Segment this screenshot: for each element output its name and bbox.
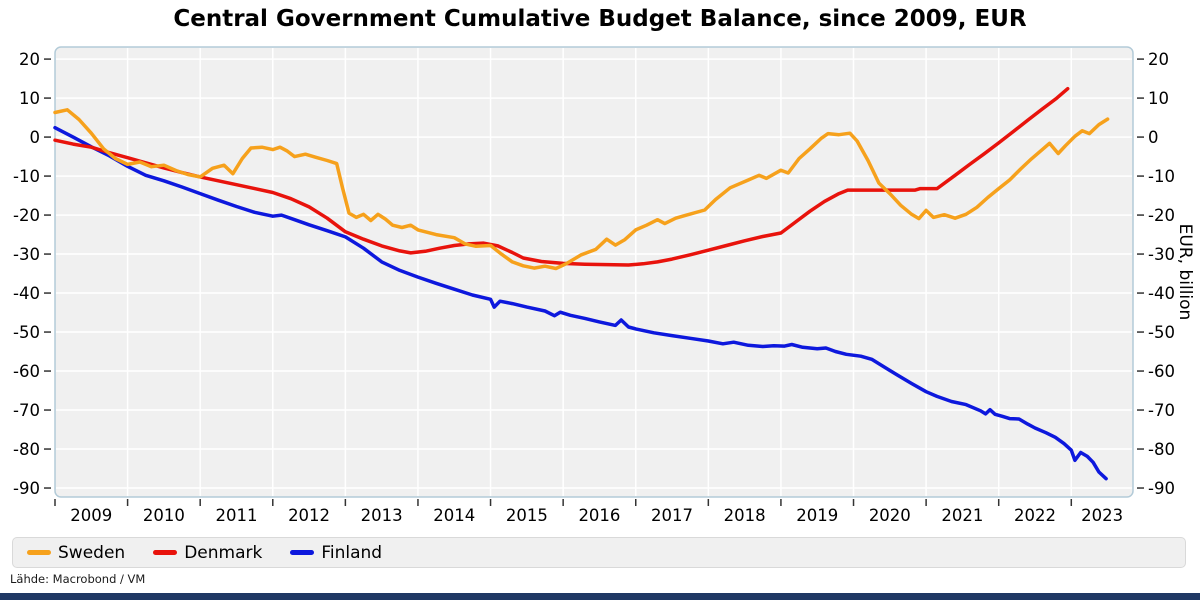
chart-title: Central Government Cumulative Budget Bal… [173, 6, 1027, 32]
y-axis-label-left: -30 [13, 245, 40, 264]
y-axis-label-right: -50 [1148, 323, 1175, 342]
y-axis-label-right: 10 [1148, 89, 1169, 108]
footer-bar [0, 593, 1200, 600]
x-axis-label: 2019 [796, 506, 838, 525]
y-axis-label-right: -30 [1148, 245, 1175, 264]
chart-legend: Sweden Denmark Finland [12, 537, 1186, 568]
y-axis-label-left: 20 [19, 50, 40, 69]
y-axis-label-right: -10 [1148, 167, 1175, 186]
y-axis-label-right: -60 [1148, 362, 1175, 381]
y-axis-label-left: -10 [13, 167, 40, 186]
source-note: Lähde: Macrobond / VM [10, 572, 146, 586]
plot-background [55, 47, 1133, 497]
x-axis-label: 2014 [433, 506, 475, 525]
y-axis-label-left: -40 [13, 284, 40, 303]
legend-dash-icon [27, 550, 51, 555]
y-axis-label-right: 20 [1148, 50, 1169, 69]
y-axis-label-right: 0 [1148, 128, 1159, 147]
x-axis-label: 2022 [1014, 506, 1056, 525]
legend-item-denmark: Denmark [153, 543, 262, 563]
x-axis-label: 2023 [1081, 506, 1123, 525]
x-axis-label: 2016 [578, 506, 620, 525]
y-axis-label-left: -20 [13, 206, 40, 225]
series-line-finland [53, 125, 1108, 481]
legend-label: Sweden [58, 542, 126, 563]
y-axis-label-left: 10 [19, 89, 40, 108]
y-axis-label-right: -20 [1148, 206, 1175, 225]
y-axis-label-left: -60 [13, 362, 40, 381]
x-axis-label: 2017 [651, 506, 693, 525]
legend-label: Finland [321, 542, 383, 563]
x-axis-label: 2018 [724, 506, 766, 525]
x-axis-label: 2009 [70, 506, 112, 525]
y-axis-label-left: -50 [13, 323, 40, 342]
legend-dash-icon [153, 550, 178, 555]
x-axis-label: 2012 [288, 506, 330, 525]
y-axis-label-left: -70 [13, 401, 40, 420]
plot-frame [54, 46, 1134, 498]
series-line-sweden [53, 108, 1110, 271]
series-line-denmark [53, 86, 1070, 267]
x-axis-label: 2013 [361, 506, 403, 525]
y-axis-label-right: -40 [1148, 284, 1175, 303]
y-axis-label-left: 0 [30, 128, 41, 147]
legend-item-finland: Finland [290, 543, 382, 563]
y-axis-label-right: -80 [1148, 440, 1175, 459]
x-axis-label: 2021 [941, 506, 983, 525]
y-axis-label-right: -90 [1148, 479, 1175, 498]
y-axis-label-left: -90 [13, 479, 40, 498]
legend-item-sweden: Sweden [27, 543, 125, 563]
y-axis-title-right: EUR, billion [1175, 224, 1195, 321]
y-axis-label-left: -80 [13, 440, 40, 459]
y-axis-label-right: -70 [1148, 401, 1175, 420]
x-axis-label: 2011 [215, 506, 257, 525]
legend-label: Denmark [184, 542, 263, 563]
x-axis-label: 2015 [506, 506, 548, 525]
legend-dash-icon [290, 550, 315, 555]
x-axis-label: 2020 [869, 506, 911, 525]
x-axis-label: 2010 [143, 506, 185, 525]
